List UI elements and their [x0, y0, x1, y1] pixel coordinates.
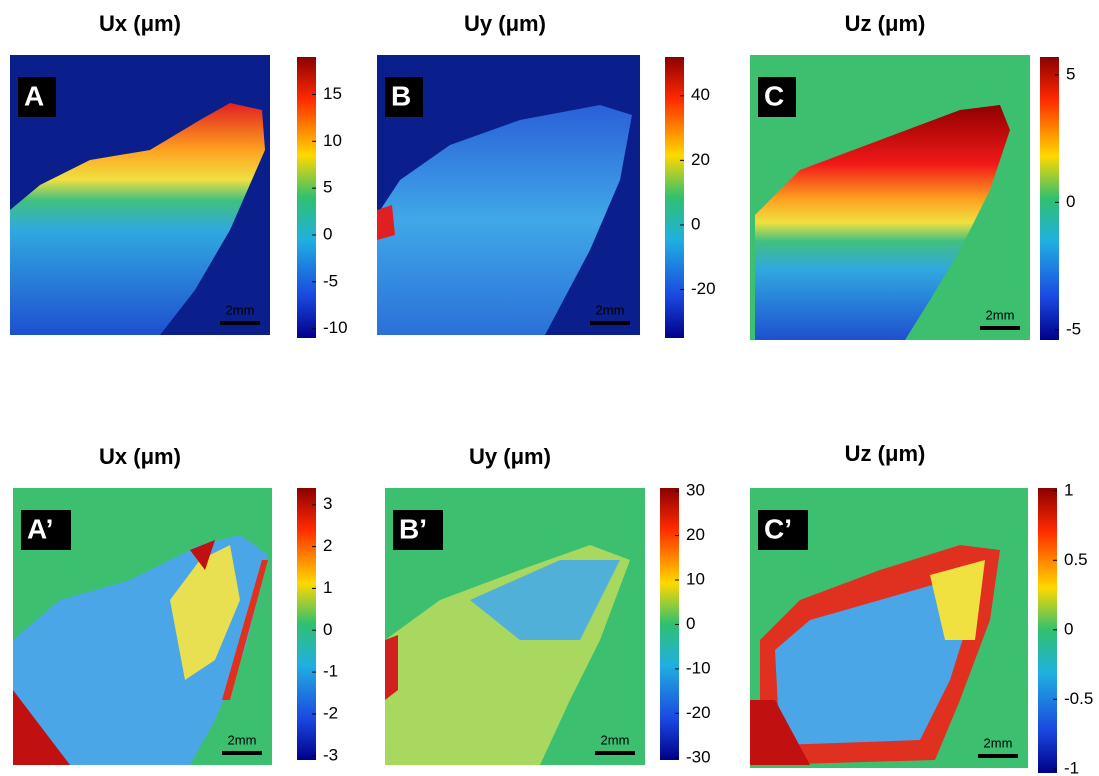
- colorbar-tick-label: 1: [1064, 480, 1073, 499]
- colorbar-tick-label: 0.5: [1064, 550, 1088, 569]
- scale-bar-label: 2mm: [984, 735, 1013, 750]
- panel-title: Uz (μm): [845, 441, 926, 466]
- heatmap-region: [377, 105, 632, 335]
- heatmap-region: [470, 560, 620, 640]
- panel-title: Uy (μm): [464, 11, 546, 36]
- colorbar-tick-label: -2: [323, 703, 338, 722]
- colorbar-tick-label: 20: [686, 525, 705, 544]
- colorbar-tick-label: -0.5: [1064, 689, 1093, 708]
- colorbar: [297, 488, 316, 760]
- panel-label-box: [21, 510, 71, 550]
- heatmap-region: [750, 700, 810, 765]
- colorbar-tick-label: 0: [1064, 619, 1073, 638]
- colorbar-tick-label: -1: [323, 662, 338, 681]
- colorbar-tick-label: 0: [1066, 192, 1075, 211]
- colorbar-tick-label: -20: [691, 279, 716, 298]
- colorbar-tick-label: -5: [323, 271, 338, 290]
- colorbar-tick-label: 0: [691, 214, 700, 233]
- panel-label: C: [764, 80, 784, 111]
- colorbar-tick-label: 10: [323, 131, 342, 150]
- panel-label-box: [758, 77, 796, 117]
- colorbar-tick-label: -1: [1064, 758, 1079, 776]
- scale-bar-label: 2mm: [226, 302, 255, 317]
- colorbar-tick-label: -20: [686, 703, 711, 722]
- panel-label: A’: [27, 513, 53, 544]
- heatmap-region: [385, 635, 398, 700]
- heatmap-region: [222, 560, 268, 700]
- colorbar-tick-label: 2: [323, 536, 332, 555]
- scale-bar-label: 2mm: [596, 302, 625, 317]
- colorbar: [660, 488, 679, 760]
- heatmap-region: [377, 205, 395, 240]
- colorbar-tick-label: 0: [323, 224, 332, 243]
- panel-label-box: [393, 510, 443, 550]
- colorbar-tick-label: 5: [323, 178, 332, 197]
- panel-title: Uy (μm): [469, 444, 551, 469]
- scale-bar-label: 2mm: [601, 732, 630, 747]
- colorbar-tick-label: 5: [1066, 64, 1075, 83]
- colorbar-tick-label: 40: [691, 85, 710, 104]
- scale-bar-label: 2mm: [228, 732, 257, 747]
- scale-bar-label: 2mm: [986, 307, 1015, 322]
- colorbar-tick-label: 10: [686, 569, 705, 588]
- heatmap-region: [775, 580, 975, 745]
- colorbar-tick-label: 0: [323, 620, 332, 639]
- panel-label: B: [391, 80, 411, 111]
- panel-label: B’: [399, 513, 427, 544]
- panel-label-box: [18, 77, 56, 117]
- colorbar-tick-label: -3: [323, 745, 338, 764]
- heatmap-region: [755, 105, 1010, 340]
- heatmap-region: [13, 690, 70, 765]
- colorbar-tick-label: -10: [323, 318, 348, 337]
- panel-title: Uz (μm): [845, 11, 926, 36]
- colorbar-tick-label: -10: [686, 658, 711, 677]
- panel-label-box: [758, 510, 808, 550]
- panel-label: A: [24, 80, 44, 111]
- colorbar: [1038, 488, 1057, 773]
- panel-label: C’: [764, 513, 792, 544]
- colorbar: [297, 57, 316, 338]
- heatmap-region: [190, 540, 215, 570]
- colorbar-tick-label: -30: [686, 747, 711, 766]
- colorbar-tick-label: -5: [1066, 319, 1081, 338]
- colorbar-tick-label: 30: [686, 481, 705, 500]
- heatmap-region: [10, 103, 265, 335]
- panel-title: Ux (μm): [99, 11, 181, 36]
- heatmap-region: [930, 560, 985, 640]
- colorbar-tick-label: 0: [686, 614, 695, 633]
- panel-title: Ux (μm): [99, 444, 181, 469]
- colorbar-tick-label: 1: [323, 578, 332, 597]
- panel-label-box: [385, 77, 423, 117]
- colorbar-tick-label: 3: [323, 494, 332, 513]
- colorbar: [665, 57, 684, 338]
- colorbar-tick-label: 20: [691, 150, 710, 169]
- heatmap-region: [170, 545, 240, 680]
- colorbar-tick-label: 15: [323, 84, 342, 103]
- colorbar: [1040, 57, 1059, 340]
